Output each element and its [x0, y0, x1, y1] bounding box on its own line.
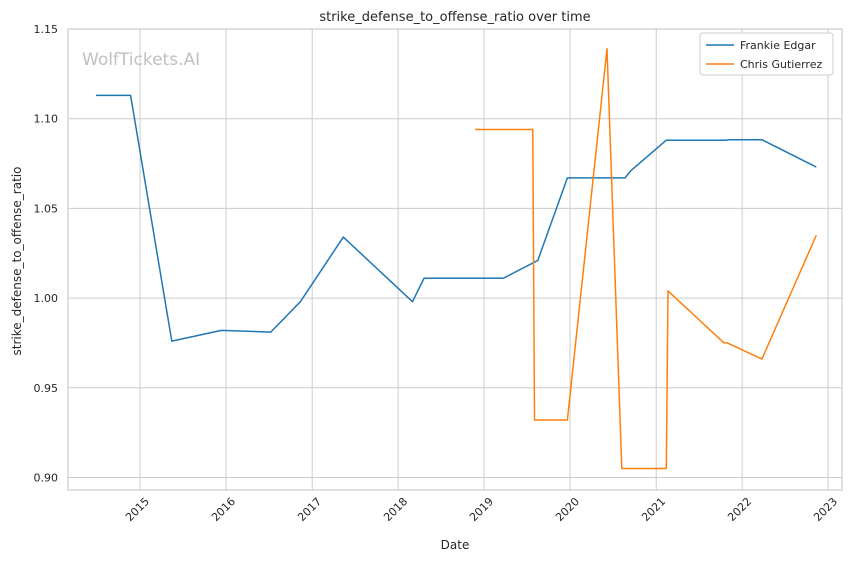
- y-tick-label: 0.95: [34, 382, 59, 395]
- data-point-frankie-edgar: [220, 329, 222, 331]
- data-point-chris-gutierrez: [566, 419, 568, 421]
- data-point-frankie-edgar: [95, 94, 97, 96]
- data-point-frankie-edgar: [411, 300, 413, 302]
- chart-title: strike_defense_to_offense_ratio over tim…: [319, 10, 590, 25]
- data-point-chris-gutierrez: [606, 48, 608, 50]
- data-point-frankie-edgar: [299, 300, 301, 302]
- y-tick-label: 1.05: [34, 202, 59, 215]
- data-point-frankie-edgar: [724, 139, 726, 141]
- legend-label-chris-gutierrez: Chris Gutierrez: [740, 58, 822, 71]
- plot-frame: [67, 28, 843, 491]
- data-point-frankie-edgar: [129, 94, 131, 96]
- data-point-frankie-edgar: [423, 277, 425, 279]
- data-point-chris-gutierrez: [726, 342, 728, 344]
- data-point-chris-gutierrez: [532, 128, 534, 130]
- data-point-chris-gutierrez: [665, 467, 667, 469]
- data-point-chris-gutierrez: [533, 419, 535, 421]
- data-point-chris-gutierrez: [815, 234, 817, 236]
- data-point-chris-gutierrez: [723, 342, 725, 344]
- series-lines: [95, 47, 817, 470]
- y-tick-label: 1.00: [34, 292, 59, 305]
- series-line-frankie-edgar: [96, 94, 817, 342]
- data-point-frankie-edgar: [728, 138, 730, 140]
- y-tick-label: 1.10: [34, 113, 59, 126]
- data-point-frankie-edgar: [566, 177, 568, 179]
- data-point-chris-gutierrez: [621, 467, 623, 469]
- data-point-frankie-edgar: [761, 138, 763, 140]
- axes: [67, 28, 843, 491]
- legend-label-frankie-edgar: Frankie Edgar: [740, 39, 816, 52]
- y-tick-label: 0.90: [34, 471, 59, 484]
- data-point-frankie-edgar: [665, 139, 667, 141]
- data-point-chris-gutierrez: [667, 290, 669, 292]
- data-point-frankie-edgar: [502, 277, 504, 279]
- data-point-frankie-edgar: [270, 331, 272, 333]
- x-axis-label: Date: [441, 538, 470, 552]
- legend: Frankie Edgar Chris Gutierrez: [699, 32, 834, 76]
- y-axis-label: strike_defense_to_offense_ratio: [10, 167, 24, 356]
- data-point-frankie-edgar: [537, 259, 539, 261]
- y-tick-label: 1.15: [34, 23, 59, 36]
- series-line-chris-gutierrez: [475, 47, 817, 470]
- data-point-frankie-edgar: [815, 166, 817, 168]
- data-point-frankie-edgar: [624, 177, 626, 179]
- watermark: WolfTickets.AI: [82, 50, 200, 70]
- data-point-frankie-edgar: [171, 340, 173, 342]
- data-point-frankie-edgar: [630, 170, 632, 172]
- data-point-chris-gutierrez: [474, 128, 476, 130]
- data-point-frankie-edgar: [342, 236, 344, 238]
- data-point-chris-gutierrez: [761, 358, 763, 360]
